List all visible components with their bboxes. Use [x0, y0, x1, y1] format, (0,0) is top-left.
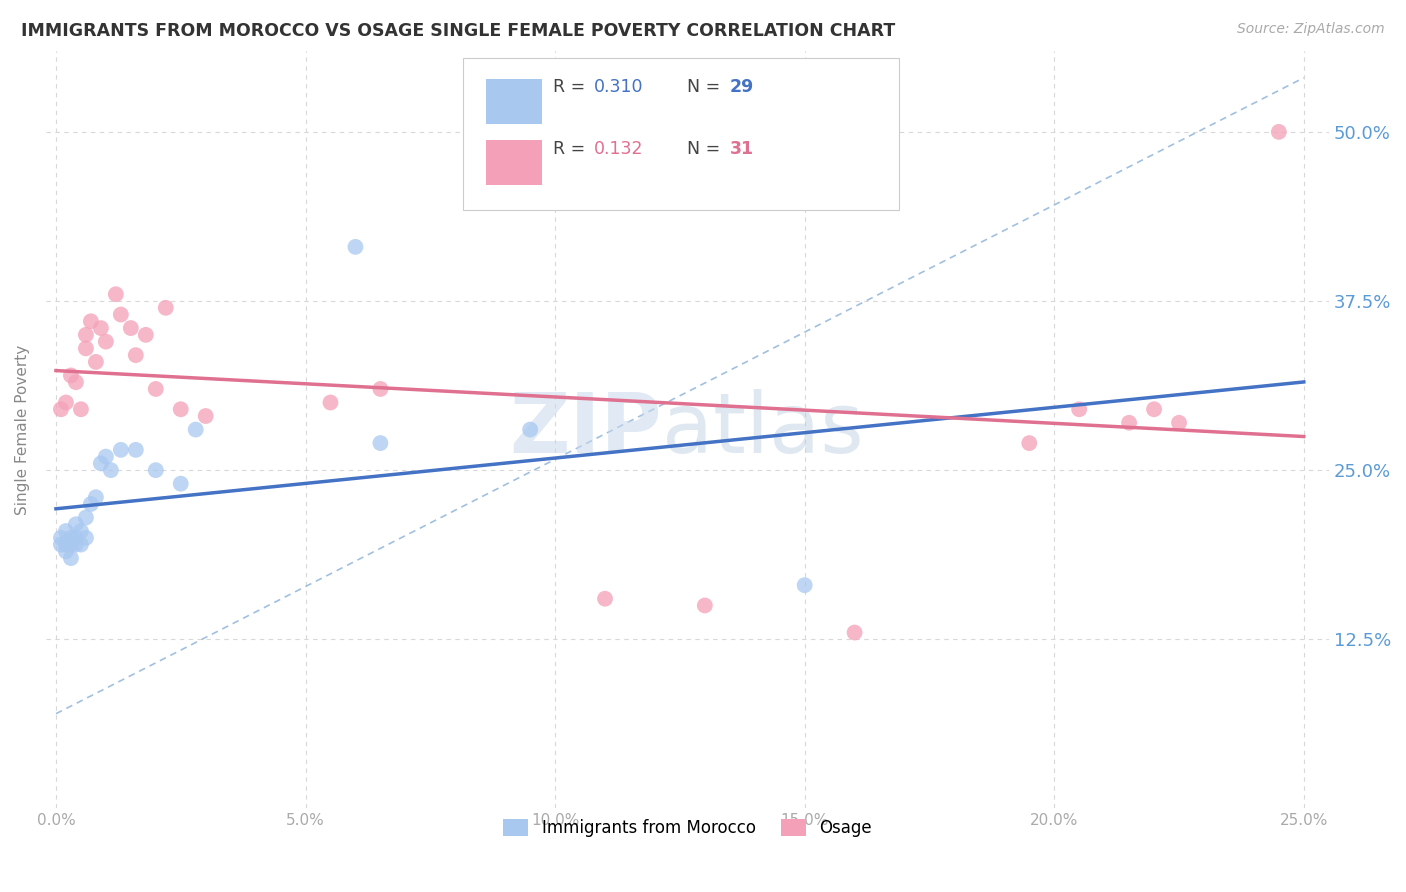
Point: [120, 321, 142, 335]
Point: [370, 436, 392, 450]
Point: [844, 625, 866, 640]
Point: [75, 342, 97, 356]
FancyBboxPatch shape: [463, 58, 898, 210]
Point: [49, 538, 72, 552]
Text: ZIP: ZIP: [509, 389, 662, 470]
Point: [693, 599, 716, 613]
Point: [170, 402, 193, 417]
FancyBboxPatch shape: [486, 79, 543, 124]
Point: [59, 551, 82, 566]
Point: [75, 327, 97, 342]
Text: 31: 31: [730, 140, 754, 158]
Point: [110, 442, 132, 457]
Point: [155, 301, 177, 315]
Point: [59, 531, 82, 545]
Point: [519, 423, 541, 437]
Point: [194, 409, 217, 423]
Legend: Immigrants from Morocco, Osage: Immigrants from Morocco, Osage: [495, 811, 880, 846]
Point: [90, 321, 112, 335]
Point: [90, 456, 112, 470]
Point: [49, 402, 72, 417]
Text: N =: N =: [688, 78, 725, 96]
Point: [59, 368, 82, 383]
Point: [145, 382, 167, 396]
Point: [1143, 402, 1166, 417]
Point: [65, 375, 87, 389]
Point: [55, 544, 77, 558]
Point: [125, 348, 148, 362]
Point: [70, 538, 93, 552]
Text: 29: 29: [730, 78, 754, 96]
Point: [370, 382, 392, 396]
Point: [75, 510, 97, 524]
Point: [135, 327, 157, 342]
Point: [94, 334, 117, 349]
Point: [593, 591, 616, 606]
Y-axis label: Single Female Poverty: Single Female Poverty: [15, 344, 30, 515]
Point: [793, 578, 815, 592]
Point: [170, 476, 193, 491]
Point: [75, 531, 97, 545]
Text: R =: R =: [553, 140, 591, 158]
Point: [145, 463, 167, 477]
Point: [125, 442, 148, 457]
Point: [184, 423, 207, 437]
Text: Source: ZipAtlas.com: Source: ZipAtlas.com: [1237, 22, 1385, 37]
Point: [49, 531, 72, 545]
Text: N =: N =: [688, 140, 725, 158]
Point: [80, 314, 103, 328]
Point: [70, 402, 93, 417]
Text: 0.132: 0.132: [593, 140, 643, 158]
Point: [70, 524, 93, 538]
Point: [65, 531, 87, 545]
Point: [104, 287, 127, 301]
Point: [84, 355, 107, 369]
Point: [55, 395, 77, 409]
FancyBboxPatch shape: [486, 140, 543, 185]
Text: R =: R =: [553, 78, 591, 96]
Point: [65, 517, 87, 532]
Point: [59, 538, 82, 552]
Point: [100, 463, 122, 477]
Point: [1168, 416, 1191, 430]
Point: [1268, 125, 1291, 139]
Point: [55, 524, 77, 538]
Point: [1118, 416, 1140, 430]
Point: [80, 497, 103, 511]
Text: 0.310: 0.310: [593, 78, 643, 96]
Text: atlas: atlas: [662, 389, 863, 470]
Point: [94, 450, 117, 464]
Point: [84, 490, 107, 504]
Text: IMMIGRANTS FROM MOROCCO VS OSAGE SINGLE FEMALE POVERTY CORRELATION CHART: IMMIGRANTS FROM MOROCCO VS OSAGE SINGLE …: [21, 22, 896, 40]
Point: [1069, 402, 1091, 417]
Point: [1018, 436, 1040, 450]
Point: [55, 538, 77, 552]
Point: [65, 538, 87, 552]
Point: [110, 308, 132, 322]
Point: [319, 395, 342, 409]
Point: [344, 240, 367, 254]
